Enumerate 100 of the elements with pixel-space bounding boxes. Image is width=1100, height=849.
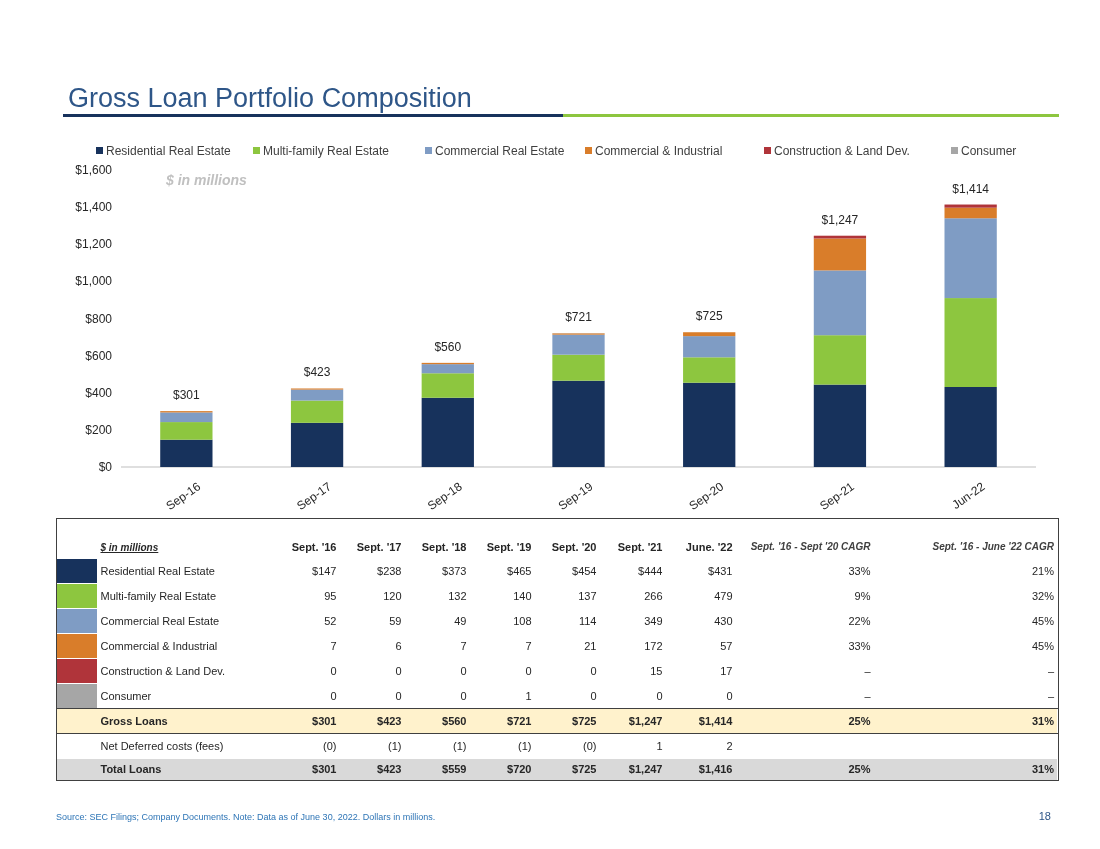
text: Residential Real Estate xyxy=(99,564,216,579)
bar xyxy=(813,335,867,385)
text: 45% xyxy=(1030,614,1055,629)
total-label: $1,247 xyxy=(821,212,859,227)
text: $1,247 xyxy=(627,762,664,778)
text: 25% xyxy=(847,762,872,778)
total-label: $721 xyxy=(565,310,593,325)
text: $559 xyxy=(441,762,468,778)
text: 18 xyxy=(1038,810,1051,822)
text: $725 xyxy=(571,714,598,729)
legend-label: Residential Real Estate xyxy=(106,144,232,158)
bar xyxy=(552,334,605,355)
text: $373 xyxy=(441,564,468,579)
text: – xyxy=(1046,688,1055,704)
bar xyxy=(290,422,344,467)
text: – xyxy=(863,664,872,679)
bar xyxy=(160,439,213,467)
text: 0 xyxy=(394,664,403,679)
text: $301 xyxy=(311,762,338,778)
text: Sept. '18 xyxy=(420,539,468,555)
bar xyxy=(290,389,344,401)
text: 430 xyxy=(713,614,734,629)
bar xyxy=(944,218,997,299)
bar xyxy=(813,384,867,467)
text: Gross Loans xyxy=(99,714,169,729)
text: 0 xyxy=(329,688,338,704)
legend-label: Multi-family Real Estate xyxy=(263,144,390,158)
text: Sept. '16 xyxy=(290,539,338,555)
text: 0 xyxy=(459,664,468,679)
y-tick-label: $1,200 xyxy=(75,237,113,252)
bar xyxy=(683,382,736,467)
text: 1 xyxy=(655,739,664,755)
text: 17 xyxy=(719,664,734,679)
text: 2 xyxy=(725,739,734,755)
text: 9% xyxy=(853,589,872,604)
total-label: $301 xyxy=(173,388,201,403)
text: Construction & Land Dev. xyxy=(99,664,227,679)
bar xyxy=(552,354,605,381)
text: 25% xyxy=(847,714,872,729)
text: (1) xyxy=(452,739,468,755)
text: 1 xyxy=(524,688,533,704)
text: Sept. '16 - Sept '20 CAGR xyxy=(749,539,872,554)
text: – xyxy=(1046,664,1055,679)
text: 108 xyxy=(512,614,533,629)
text: 49 xyxy=(453,614,468,629)
text: 59 xyxy=(388,614,403,629)
text: $1,414 xyxy=(697,714,734,729)
text: 266 xyxy=(643,589,664,604)
text: Commercial & Industrial xyxy=(99,639,219,654)
text: (1) xyxy=(517,739,533,755)
text: Sept. '21 xyxy=(616,539,664,555)
text: 22% xyxy=(847,614,872,629)
bar xyxy=(813,238,867,271)
text: 0 xyxy=(589,688,598,704)
text: 137 xyxy=(577,589,598,604)
y-tick-label: $0 xyxy=(98,460,113,474)
text: 0 xyxy=(459,688,468,704)
y-tick-label: $1,000 xyxy=(75,274,113,289)
text: $431 xyxy=(707,564,734,579)
text: 7 xyxy=(329,639,338,654)
y-tick-label: $600 xyxy=(85,348,113,363)
text: $ in millions xyxy=(99,540,160,555)
text: $423 xyxy=(376,714,403,729)
text: Sept. '17 xyxy=(355,539,403,555)
text: (0) xyxy=(582,739,598,755)
text: $147 xyxy=(311,564,338,579)
text: 6 xyxy=(394,639,403,654)
text: 7 xyxy=(459,639,468,654)
text: 7 xyxy=(524,639,533,654)
bar xyxy=(552,380,605,467)
y-tick-label: $200 xyxy=(85,422,113,437)
text: (0) xyxy=(322,739,338,755)
bar xyxy=(421,364,474,374)
legend-label: Commercial & Industrial xyxy=(595,144,723,158)
legend-label: Consumer xyxy=(961,144,1017,158)
text: $1,247 xyxy=(627,714,664,729)
legend-label: Commercial Real Estate xyxy=(435,144,565,158)
text: 45% xyxy=(1030,639,1055,654)
text: $444 xyxy=(637,564,664,579)
bar xyxy=(813,270,867,336)
bar xyxy=(160,422,213,440)
text: 120 xyxy=(382,589,403,604)
text: June. '22 xyxy=(684,539,734,555)
text: 95 xyxy=(323,589,338,604)
y-tick-label: $800 xyxy=(85,311,113,326)
text: 31% xyxy=(1030,714,1055,729)
text: $720 xyxy=(506,762,533,778)
bar xyxy=(944,298,997,387)
text: Total Loans xyxy=(99,762,163,778)
text: $454 xyxy=(571,564,598,579)
text: – xyxy=(863,688,872,704)
text: (1) xyxy=(387,739,403,755)
bar xyxy=(160,412,213,423)
text: 33% xyxy=(847,564,872,579)
text: 21% xyxy=(1030,564,1055,579)
text: Net Deferred costs (fees) xyxy=(99,739,225,755)
text: 479 xyxy=(713,589,734,604)
bar xyxy=(421,373,474,398)
text: 132 xyxy=(447,589,468,604)
text: $1,416 xyxy=(697,762,734,778)
